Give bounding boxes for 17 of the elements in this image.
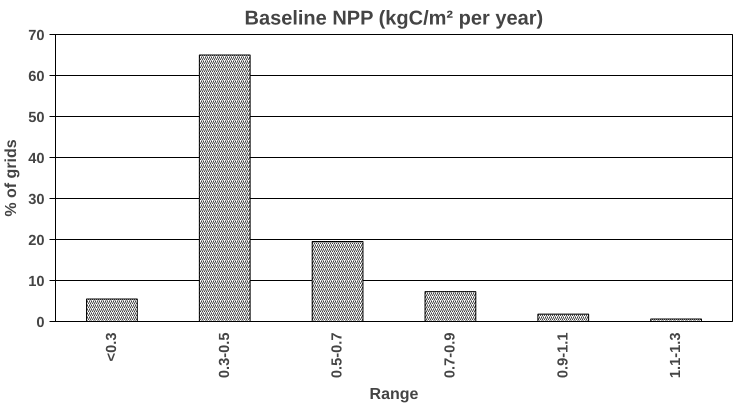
y-tick-label: 20 <box>28 233 45 249</box>
y-tick-label: 60 <box>28 69 45 85</box>
y-tick-label: 0 <box>36 315 45 331</box>
y-tick-label: 30 <box>28 192 45 208</box>
x-tick-label: 1.1-1.3 <box>668 332 684 378</box>
chart-title: Baseline NPP (kgC/m² per year) <box>244 8 544 30</box>
y-tick-label: 10 <box>28 274 45 290</box>
x-tick-label: 0.3-0.5 <box>216 332 233 378</box>
y-tick-label: 50 <box>28 110 45 126</box>
y-tick-label: 70 <box>28 28 45 44</box>
y-axis-title: % of grids <box>3 139 20 217</box>
x-tick-label: <0.3 <box>104 332 120 362</box>
x-axis-title: Range <box>370 386 419 404</box>
x-tick-label: 0.5-0.7 <box>330 332 346 378</box>
x-tick-label: 0.9-1.1 <box>555 332 572 378</box>
x-tick-label: 0.7-0.9 <box>442 332 458 378</box>
y-tick-label: 40 <box>28 151 45 167</box>
